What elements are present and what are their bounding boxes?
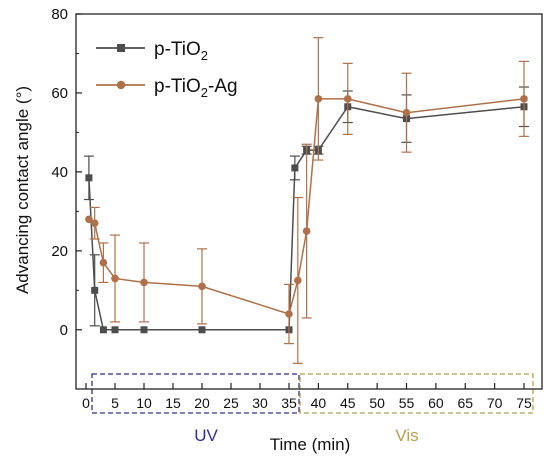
x-tick-label: 65 — [457, 395, 473, 411]
data-point — [198, 282, 206, 291]
data-point — [99, 258, 108, 267]
x-tick-label: 70 — [487, 395, 503, 411]
x-tick-label: 20 — [194, 395, 210, 411]
series-p-tio2-ag — [85, 37, 529, 364]
data-point — [99, 326, 107, 334]
x-tick-label: 75 — [516, 395, 532, 411]
y-tick-label: 40 — [51, 164, 68, 181]
region-box-uv — [91, 373, 300, 414]
x-axis-title: Time (min) — [270, 435, 351, 454]
legend-label: p-TiO2-Ag — [154, 76, 238, 100]
region-label-uv: UV — [194, 426, 218, 445]
legend-marker — [116, 80, 126, 90]
x-tick-label: 50 — [369, 395, 385, 411]
data-point — [520, 95, 528, 103]
x-tick-label: 35 — [281, 395, 297, 411]
y-tick-label: 80 — [51, 6, 68, 23]
data-point — [285, 310, 293, 318]
data-point — [343, 95, 352, 103]
region-label-vis: Vis — [395, 426, 418, 445]
data-point — [198, 326, 206, 334]
x-tick-label: 10 — [136, 395, 152, 411]
data-point — [302, 227, 311, 235]
y-axis-title: Advancing contact angle (°) — [13, 86, 32, 294]
data-point — [111, 274, 119, 283]
data-point — [90, 219, 99, 228]
x-tick-label: 5 — [111, 395, 119, 411]
data-point — [294, 276, 302, 285]
data-point — [111, 326, 119, 334]
x-tick-label: 25 — [223, 395, 239, 411]
y-tick-label: 20 — [51, 243, 68, 260]
x-tick-label: 55 — [399, 395, 415, 411]
data-point — [85, 174, 93, 182]
x-tick-label: 0 — [82, 395, 90, 411]
data-point — [140, 278, 148, 287]
data-point — [140, 326, 148, 334]
plot-frame — [75, 13, 543, 390]
x-tick-label: 30 — [252, 395, 268, 411]
x-tick-label: 15 — [165, 395, 181, 411]
x-tick-label: 40 — [311, 395, 327, 411]
data-point — [402, 108, 411, 117]
data-point — [91, 286, 99, 294]
data-point — [85, 215, 93, 224]
x-tick-label: 60 — [428, 395, 444, 411]
x-tick-label: 45 — [340, 395, 356, 411]
y-tick-label: 0 — [60, 322, 68, 339]
data-point — [314, 95, 323, 103]
data-point — [291, 164, 299, 172]
legend-label: p-TiO2 — [154, 39, 208, 63]
y-tick-label: 60 — [51, 85, 68, 102]
region-box-vis — [299, 373, 534, 414]
legend-marker — [117, 44, 125, 52]
